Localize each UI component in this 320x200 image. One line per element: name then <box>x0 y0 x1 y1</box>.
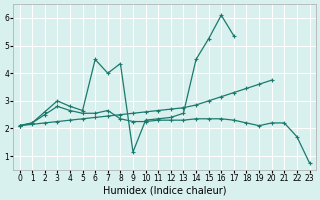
X-axis label: Humidex (Indice chaleur): Humidex (Indice chaleur) <box>103 186 226 196</box>
